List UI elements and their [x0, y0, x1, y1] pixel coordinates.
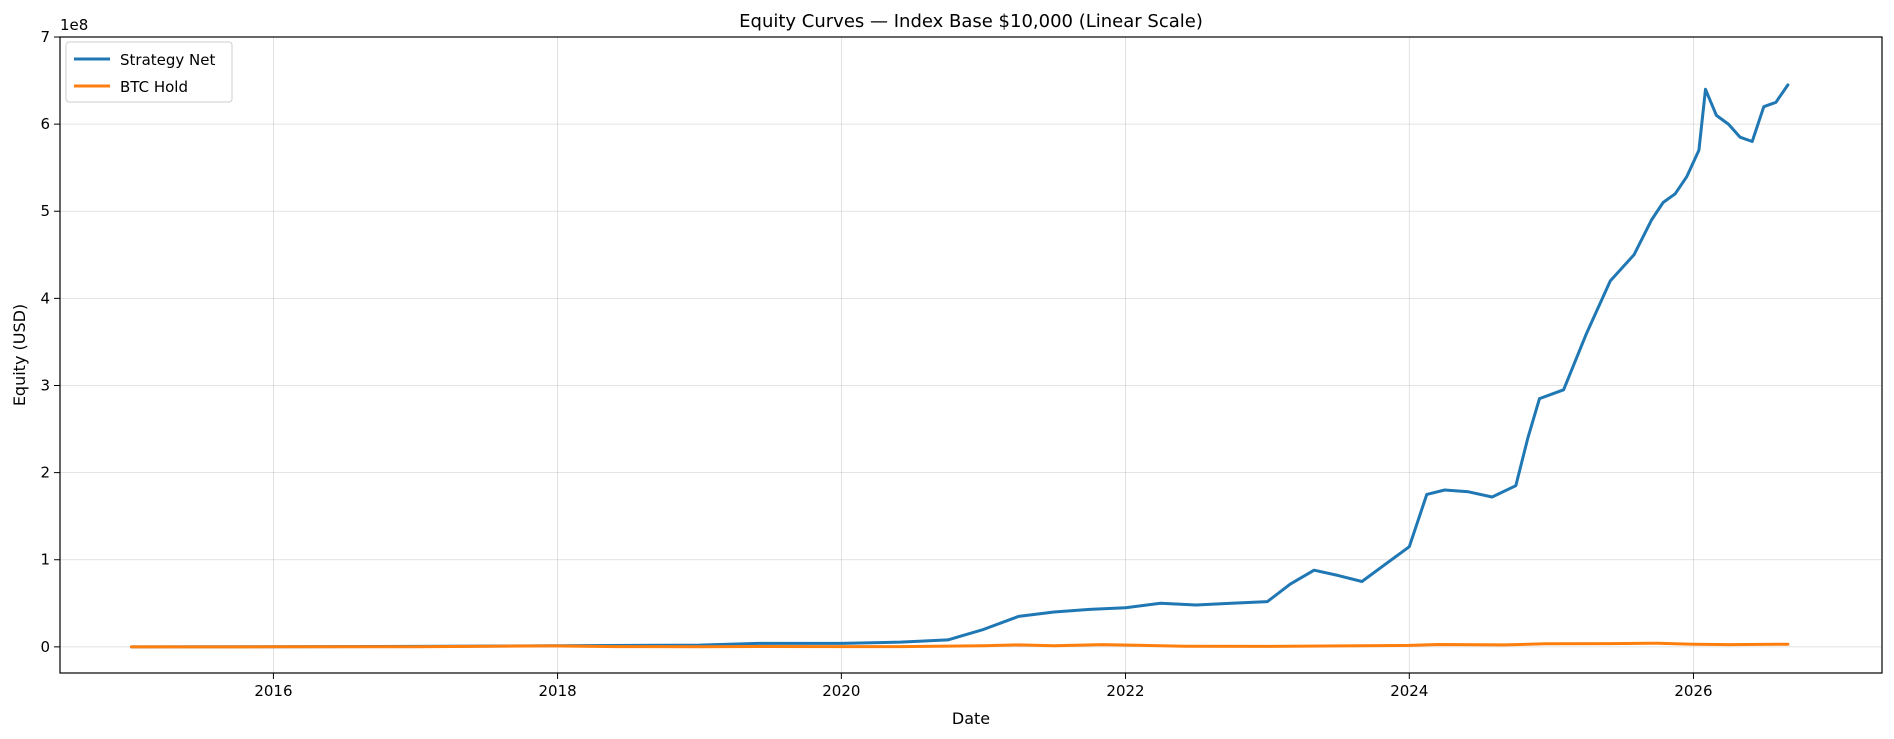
y-tick-label: 0 [40, 638, 50, 656]
y-tick-label: 5 [40, 202, 50, 220]
series-line-strategy-net [130, 83, 1790, 649]
plot-frame [59, 36, 1883, 674]
y-tick-label: 2 [40, 464, 50, 482]
series-lines [130, 83, 1790, 649]
x-tick-label: 2016 [254, 682, 292, 700]
x-tick-label: 2024 [1390, 682, 1428, 700]
x-tick-label: 2022 [1106, 682, 1144, 700]
y-tick-label: 1 [40, 551, 50, 569]
legend-label-strategy-net: Strategy Net [120, 51, 215, 69]
y-axis-label: Equity (USD) [10, 304, 29, 406]
y-tick-label: 3 [40, 376, 50, 394]
legend: Strategy Net BTC Hold [65, 41, 233, 103]
x-tick-label: 2026 [1674, 682, 1712, 700]
legend-label-btc-hold: BTC Hold [120, 78, 188, 96]
y-offset-text: 1e8 [60, 16, 88, 34]
x-axis-ticks: 2016 2018 2020 2022 2024 2026 [254, 673, 1713, 700]
y-tick-label: 7 [40, 28, 50, 46]
series-line-btc-hold [130, 641, 1790, 649]
x-tick-label: 2020 [822, 682, 860, 700]
y-tick-label: 6 [40, 115, 50, 133]
x-axis-label: Date [952, 709, 990, 728]
x-tick-label: 2018 [538, 682, 576, 700]
y-axis-ticks: 0 1 2 3 4 5 6 7 [40, 28, 60, 656]
y-tick-label: 4 [40, 289, 50, 307]
chart-title: Equity Curves — Index Base $10,000 (Line… [739, 11, 1203, 32]
